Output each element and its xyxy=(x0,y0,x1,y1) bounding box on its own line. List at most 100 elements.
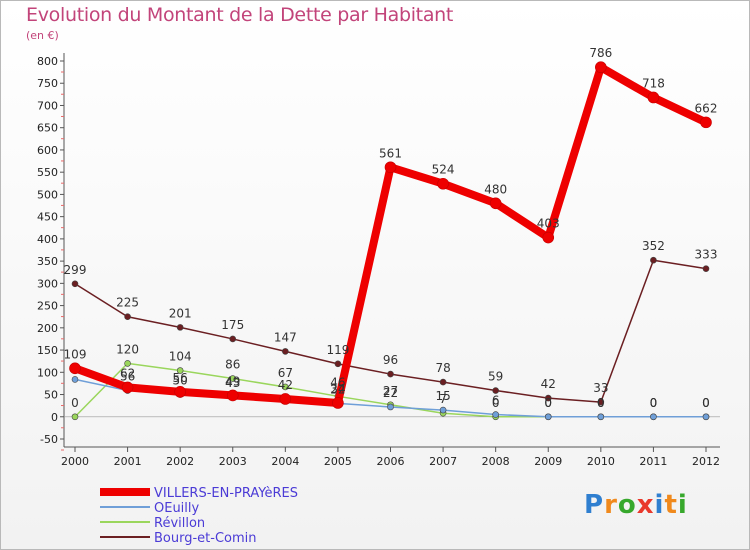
data-label: 56 xyxy=(173,371,188,385)
data-label: 34 xyxy=(330,382,345,396)
series-point xyxy=(387,370,394,378)
data-label: 524 xyxy=(432,163,455,177)
data-label: 0 xyxy=(544,396,552,410)
y-tick-label: 100 xyxy=(37,366,58,379)
data-label: 119 xyxy=(326,343,349,357)
data-label: 109 xyxy=(64,347,87,361)
data-label: 43 xyxy=(225,376,240,390)
logo-letter: r xyxy=(604,490,618,520)
logo-letter: o xyxy=(617,490,637,520)
logo-letter: t xyxy=(664,490,678,520)
data-label: 147 xyxy=(274,330,297,344)
data-label: 480 xyxy=(484,182,507,196)
y-tick-label: 400 xyxy=(37,233,58,246)
data-label: 86 xyxy=(225,358,240,372)
series-point xyxy=(282,383,289,391)
y-tick-label: 800 xyxy=(37,55,58,68)
series-point xyxy=(282,348,289,355)
legend-entry-label: OEuilly xyxy=(154,501,200,516)
data-label: 786 xyxy=(589,46,612,60)
data-label: 120 xyxy=(116,342,139,356)
data-label: 0 xyxy=(71,396,79,410)
series-point xyxy=(492,387,499,394)
x-tick-label: 2009 xyxy=(534,455,562,468)
chart-unit-label: (en €) xyxy=(26,29,59,42)
series-point xyxy=(384,161,397,174)
series-point xyxy=(124,313,131,321)
series-point xyxy=(437,177,449,190)
y-axis-ticks: -50 0 50 100 150 200 250 300 350 400 450 500 550 600 6… xyxy=(37,55,64,451)
data-label: 201 xyxy=(169,306,192,320)
legend-entry-label: VILLERS-EN-PRAYèRES xyxy=(154,486,298,501)
series-point xyxy=(121,381,134,394)
legend-entry-label: Bourg-et-Comin xyxy=(154,531,257,546)
series-point xyxy=(542,231,555,244)
series-point xyxy=(176,367,184,374)
series-point xyxy=(544,394,552,402)
y-tick-label: 0 xyxy=(51,411,58,424)
series-point xyxy=(229,335,237,343)
x-tick-label: 2002 xyxy=(166,455,194,468)
series-line-3 xyxy=(74,259,707,403)
series-point xyxy=(71,280,79,288)
y-tick-label: 350 xyxy=(37,255,58,268)
data-label: 56 xyxy=(120,370,135,384)
data-label: 561 xyxy=(379,146,402,160)
data-label: 299 xyxy=(64,263,87,277)
x-tick-label: 2008 xyxy=(482,455,510,468)
series-point xyxy=(595,61,607,74)
series-point xyxy=(69,362,81,375)
data-label: 718 xyxy=(642,76,665,90)
y-tick-label: 550 xyxy=(37,166,58,179)
series-point xyxy=(387,403,394,411)
data-label: 22 xyxy=(383,386,398,400)
data-label: 49 xyxy=(225,374,240,388)
data-label: 662 xyxy=(695,101,718,115)
x-tick-label: 2005 xyxy=(324,455,352,468)
data-label: 62 xyxy=(120,366,135,380)
data-label: 0 xyxy=(597,396,605,410)
series-point xyxy=(489,197,502,210)
y-tick-label: 750 xyxy=(37,77,58,90)
series-point xyxy=(71,376,79,383)
series-point xyxy=(702,265,710,272)
data-label: 7 xyxy=(439,392,447,406)
series-point xyxy=(334,360,342,368)
data-label: 46 xyxy=(330,375,345,389)
data-label: 225 xyxy=(116,296,139,310)
data-label: 0 xyxy=(597,396,605,410)
data-label: 0 xyxy=(650,396,658,410)
data-label: 0 xyxy=(492,396,500,410)
x-tick-label: 2012 xyxy=(692,455,720,468)
series-point xyxy=(492,411,499,418)
data-label: 42 xyxy=(541,377,556,391)
series-point xyxy=(700,116,712,129)
data-label: 27 xyxy=(383,384,398,398)
y-tick-label: 200 xyxy=(37,322,58,335)
logo-letter: x xyxy=(636,490,655,520)
y-tick-label: 650 xyxy=(37,122,58,135)
y-tick-label: 600 xyxy=(37,144,58,157)
series-point xyxy=(279,393,292,405)
series-point xyxy=(332,397,344,409)
series-point xyxy=(71,413,79,421)
data-label: 59 xyxy=(488,370,503,384)
series-point xyxy=(229,375,237,382)
chart-legend: VILLERS-EN-PRAYèRESOEuillyRévillonBourg-… xyxy=(100,486,298,546)
y-tick-label: 450 xyxy=(37,211,58,224)
y-tick-label: 500 xyxy=(37,188,58,201)
data-label: 333 xyxy=(695,248,718,262)
series-point xyxy=(597,398,605,406)
x-tick-label: 2010 xyxy=(587,455,615,468)
data-label: 403 xyxy=(537,217,560,231)
y-tick-label: -50 xyxy=(40,433,58,446)
series-point xyxy=(226,389,239,402)
data-label: 22 xyxy=(330,382,345,396)
data-label: 0 xyxy=(702,396,710,410)
x-tick-label: 2001 xyxy=(114,455,142,468)
legend-entry-label: Révillon xyxy=(154,516,205,531)
x-tick-label: 2003 xyxy=(219,455,247,468)
